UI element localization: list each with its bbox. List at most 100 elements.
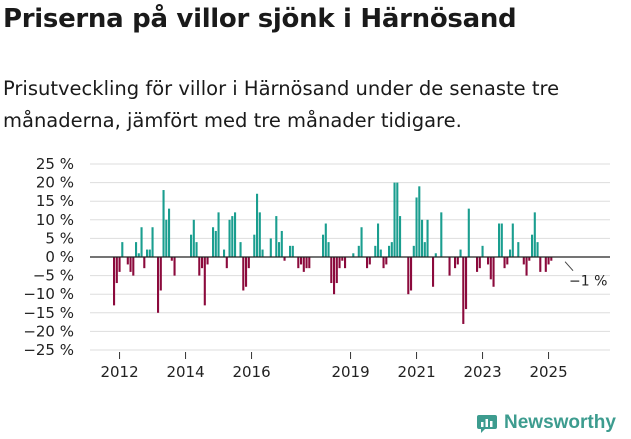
bar (137, 253, 140, 257)
bar (454, 257, 457, 269)
x-tick-label: 2016 (232, 363, 270, 381)
bar (129, 257, 132, 272)
bar (308, 257, 311, 269)
y-tick-label: 0 % (45, 248, 74, 266)
bar (500, 223, 503, 257)
x-axis-labels: 2012 2014 2016 2019 2021 2023 2025 (100, 352, 568, 381)
bar (509, 249, 512, 257)
bar (113, 257, 116, 306)
x-tick-label: 2012 (100, 363, 138, 381)
bar (385, 257, 388, 265)
x-tick-label: 2025 (529, 363, 567, 381)
x-tick-label: 2014 (166, 363, 204, 381)
bar (344, 257, 347, 269)
bar (242, 257, 245, 291)
bar (291, 245, 294, 257)
y-tick-label: −10 % (23, 285, 74, 303)
bar (253, 234, 256, 257)
bar (396, 182, 399, 257)
bar (357, 245, 360, 257)
y-tick-label: 25 % (36, 155, 74, 173)
bar (399, 216, 402, 257)
bar (478, 257, 481, 269)
chart-subtitle: Prisutveckling för villor i Härnösand un… (3, 77, 560, 132)
bar (115, 257, 118, 284)
bar (256, 193, 259, 257)
bar (335, 257, 338, 284)
bar (135, 242, 138, 257)
bar (170, 257, 173, 261)
bar (300, 257, 303, 265)
bar (544, 257, 547, 272)
bar (162, 190, 165, 257)
bar (143, 257, 146, 269)
bar (247, 257, 250, 269)
bar (148, 249, 151, 257)
bar (352, 253, 355, 257)
bar (223, 249, 226, 257)
bar (322, 234, 325, 257)
bar (550, 257, 553, 261)
y-tick-label: 10 % (36, 211, 74, 229)
bar (132, 257, 135, 276)
bar (511, 223, 514, 257)
bar (498, 223, 501, 257)
bar (360, 227, 363, 257)
bar (503, 257, 506, 269)
bar (379, 249, 382, 257)
bar (448, 257, 451, 276)
annotation-leader (564, 261, 574, 272)
bar (239, 242, 242, 257)
bar (234, 212, 237, 257)
bar (231, 216, 234, 257)
y-tick-label: −25 % (23, 341, 74, 359)
bar (506, 257, 509, 265)
bar (412, 245, 415, 257)
bar (195, 242, 198, 257)
bar (388, 245, 391, 257)
bar (118, 257, 121, 272)
bar (481, 245, 484, 257)
bar (278, 242, 281, 257)
bar (390, 242, 393, 257)
bar (539, 257, 542, 272)
bar (192, 219, 195, 257)
bar (225, 257, 228, 269)
bar (324, 223, 327, 257)
bar (269, 238, 272, 257)
bar (410, 257, 413, 291)
bar (423, 242, 426, 257)
bar (418, 186, 421, 257)
newsworthy-logo-icon (477, 415, 497, 433)
bar (165, 219, 168, 257)
bar (434, 253, 437, 257)
bar (214, 230, 217, 257)
bar (407, 257, 410, 295)
bar (432, 257, 435, 287)
bar (333, 257, 336, 295)
bar (489, 257, 492, 280)
bar (374, 245, 377, 257)
bar (476, 257, 479, 272)
y-tick-label: 15 % (36, 192, 74, 210)
bar (426, 219, 429, 257)
y-tick-label: −20 % (23, 322, 74, 340)
bar (462, 257, 465, 324)
bar (305, 257, 308, 269)
bar (203, 257, 206, 306)
bar (440, 212, 443, 257)
bar (393, 182, 396, 257)
bar (261, 249, 264, 257)
x-tick-label: 2021 (397, 363, 435, 381)
bar (151, 227, 154, 257)
bar (366, 257, 369, 269)
bar (289, 245, 292, 257)
annotations: −1 % (564, 261, 607, 290)
y-tick-label: 20 % (36, 174, 74, 192)
bar (533, 212, 536, 257)
bar (456, 257, 459, 265)
bar (283, 257, 286, 261)
gridlines (90, 163, 610, 351)
bar (173, 257, 176, 276)
